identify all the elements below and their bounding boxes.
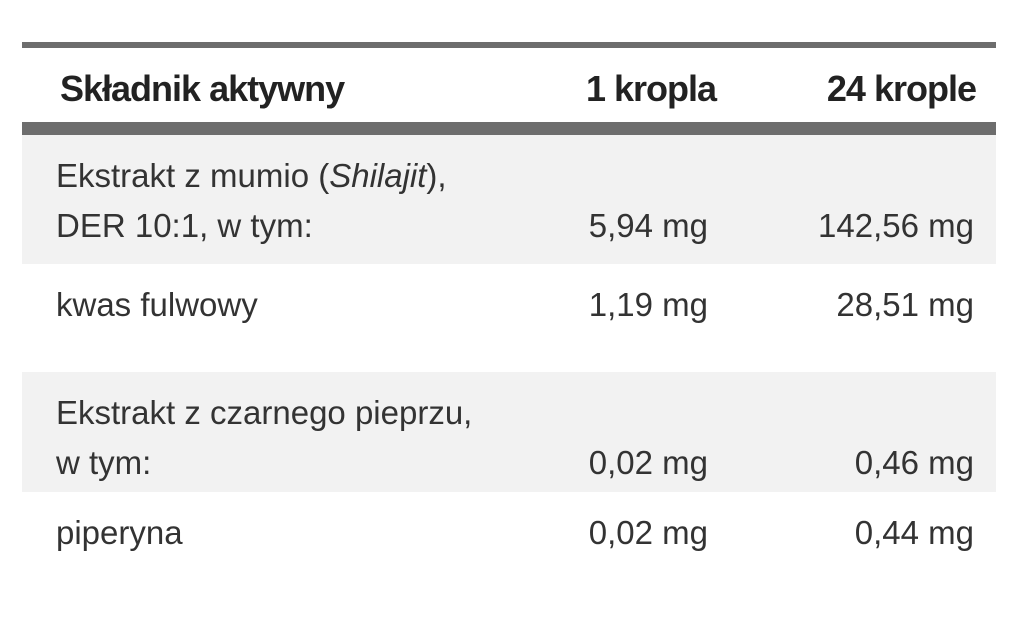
amount: 0,02 mg bbox=[588, 514, 708, 551]
name-line: piperyna bbox=[56, 508, 183, 558]
amount: 0,44 mg bbox=[854, 514, 974, 551]
name-text: ), bbox=[426, 157, 447, 194]
table-header: Składnik aktywny 1 kropla 24 krople bbox=[22, 48, 996, 135]
name-text: kwas fulwowy bbox=[56, 286, 258, 323]
name-text: Shilajit bbox=[329, 157, 427, 194]
name-text: w tym: bbox=[56, 444, 152, 481]
ingredient-name: piperyna bbox=[56, 508, 183, 558]
table-row: kwas fulwowy 1,19 mg 28,51 mg bbox=[22, 264, 996, 372]
amount: 0,02 mg bbox=[588, 444, 708, 481]
amount: 142,56 mg bbox=[818, 207, 974, 244]
name-line: w tym: bbox=[56, 438, 472, 488]
name-line: Ekstrakt z mumio (Shilajit), bbox=[56, 151, 447, 201]
table-row: Ekstrakt z czarnego pieprzu, w tym: 0,02 m… bbox=[22, 372, 996, 492]
header-cell: 1 kropla bbox=[585, 68, 717, 109]
table-row: piperyna 0,02 mg 0,44 mg bbox=[22, 492, 996, 582]
ingredient-name: Ekstrakt z mumio (Shilajit), DER 10:1, w … bbox=[56, 151, 447, 251]
amount: 5,94 mg bbox=[588, 207, 708, 244]
header-cell: 24 krople bbox=[826, 68, 977, 109]
name-text: Ekstrakt z mumio ( bbox=[56, 157, 330, 194]
table-row: Ekstrakt z mumio (Shilajit), DER 10:1, w … bbox=[22, 135, 996, 264]
header-cell: Składnik aktywny bbox=[60, 68, 345, 109]
name-text: Ekstrakt z czarnego pieprzu, bbox=[56, 394, 473, 431]
name-line: kwas fulwowy bbox=[56, 280, 258, 330]
amount: 1,19 mg bbox=[588, 286, 708, 323]
amount: 28,51 mg bbox=[836, 286, 974, 323]
name-line: DER 10:1, w tym: bbox=[56, 201, 447, 251]
name-line: Ekstrakt z czarnego pieprzu, bbox=[56, 388, 472, 438]
ingredient-name: Ekstrakt z czarnego pieprzu, w tym: bbox=[56, 388, 472, 488]
amount: 0,46 mg bbox=[854, 444, 974, 481]
name-text: DER 10:1, w tym: bbox=[56, 207, 313, 244]
ingredient-name: kwas fulwowy bbox=[56, 280, 258, 330]
ingredients-table: Składnik aktywny 1 kropla 24 krople Ekst… bbox=[22, 42, 996, 582]
name-text: piperyna bbox=[56, 514, 183, 551]
table-body: Ekstrakt z mumio (Shilajit), DER 10:1, w … bbox=[22, 135, 996, 582]
